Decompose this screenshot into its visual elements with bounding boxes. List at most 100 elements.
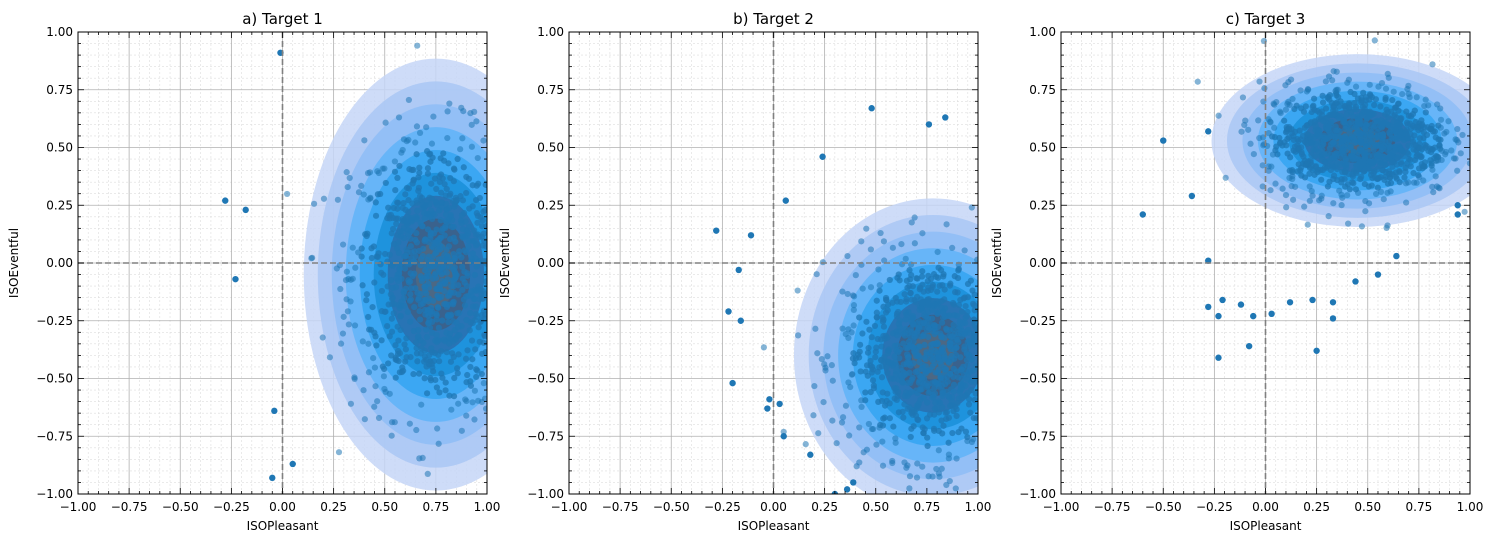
- data-point: [387, 277, 395, 284]
- data-point: [848, 371, 856, 378]
- data-point: [935, 427, 942, 435]
- data-point: [454, 155, 461, 163]
- outlier-points: [1139, 128, 1461, 361]
- data-point: [914, 352, 922, 359]
- data-point: [463, 412, 470, 419]
- data-point: [423, 124, 430, 131]
- data-point: [393, 220, 400, 227]
- outlier-point: [1286, 299, 1294, 306]
- data-point: [1324, 125, 1331, 132]
- data-point: [839, 414, 847, 421]
- data-point: [371, 279, 378, 286]
- y-tick-label: −0.75: [1019, 429, 1056, 443]
- outlier-point: [1313, 347, 1320, 354]
- data-point: [479, 350, 486, 357]
- data-point: [444, 254, 452, 261]
- data-point: [884, 369, 891, 377]
- data-point: [365, 196, 372, 203]
- data-point: [446, 100, 453, 107]
- data-point: [471, 416, 478, 423]
- data-point: [896, 277, 903, 284]
- data-point: [1329, 77, 1336, 84]
- data-point: [308, 255, 315, 262]
- data-point: [343, 268, 350, 275]
- data-point: [1402, 164, 1409, 171]
- data-point: [1425, 102, 1432, 109]
- data-point: [1342, 161, 1349, 169]
- data-point: [373, 342, 380, 349]
- data-point: [1286, 167, 1293, 174]
- data-point: [1277, 139, 1284, 146]
- data-point: [929, 473, 936, 480]
- data-point: [968, 387, 975, 394]
- data-point: [397, 261, 404, 268]
- y-tick-label: 0.50: [537, 141, 564, 155]
- data-point: [379, 165, 386, 172]
- data-point: [891, 353, 898, 360]
- data-point: [386, 251, 393, 258]
- data-point: [385, 204, 392, 211]
- data-point: [820, 399, 827, 406]
- data-point: [937, 361, 945, 368]
- data-point: [481, 311, 487, 318]
- data-point: [395, 114, 403, 121]
- data-point: [387, 211, 395, 219]
- data-point: [850, 306, 857, 314]
- data-point: [1452, 155, 1459, 162]
- data-point: [1295, 161, 1302, 168]
- data-point: [858, 403, 865, 411]
- data-point: [450, 234, 457, 241]
- data-point: [884, 301, 892, 308]
- data-point: [343, 169, 350, 176]
- data-point: [842, 402, 850, 409]
- data-point: [850, 322, 857, 329]
- data-point: [1342, 168, 1349, 175]
- data-point: [930, 271, 938, 278]
- data-point: [443, 185, 450, 193]
- data-point: [848, 329, 855, 336]
- data-point: [372, 199, 379, 206]
- data-point: [833, 440, 840, 447]
- outlier-point: [271, 407, 278, 415]
- data-point: [453, 197, 460, 204]
- subplot-1: −1.00 −0.75 −0.50 −0.25 0.00 0.25 0.50 0.75 1.00…: [7, 10, 500, 533]
- data-point: [962, 302, 969, 310]
- data-point: [1325, 213, 1332, 220]
- data-point: [481, 290, 487, 297]
- data-point: [399, 364, 406, 371]
- outlier-point: [1188, 192, 1196, 200]
- data-point: [1395, 107, 1402, 114]
- data-point: [1362, 197, 1369, 205]
- data-point: [381, 385, 388, 393]
- data-point: [1273, 98, 1280, 106]
- data-point: [1387, 179, 1395, 187]
- data-point: [382, 119, 389, 126]
- data-point: [901, 401, 908, 408]
- data-point: [392, 284, 400, 291]
- data-point: [915, 416, 922, 424]
- data-point: [1259, 183, 1266, 190]
- data-point: [444, 134, 451, 142]
- data-point: [919, 463, 926, 470]
- x-tick-label: 0.00: [760, 500, 787, 514]
- data-point: [920, 333, 927, 340]
- data-point: [458, 220, 465, 227]
- data-point: [433, 226, 440, 233]
- data-point: [310, 200, 318, 207]
- data-point: [821, 361, 828, 368]
- data-point: [1386, 138, 1393, 145]
- data-point: [1297, 87, 1304, 94]
- data-point: [468, 255, 475, 263]
- data-point: [1400, 153, 1407, 160]
- data-point: [932, 328, 939, 335]
- data-point: [844, 252, 851, 260]
- data-point: [447, 358, 455, 365]
- data-point: [865, 420, 873, 428]
- data-point: [421, 215, 428, 222]
- data-point: [1282, 192, 1290, 199]
- data-point: [1347, 88, 1354, 96]
- data-point: [948, 352, 955, 360]
- data-point: [876, 287, 883, 294]
- data-point: [368, 254, 375, 262]
- data-point: [458, 212, 466, 219]
